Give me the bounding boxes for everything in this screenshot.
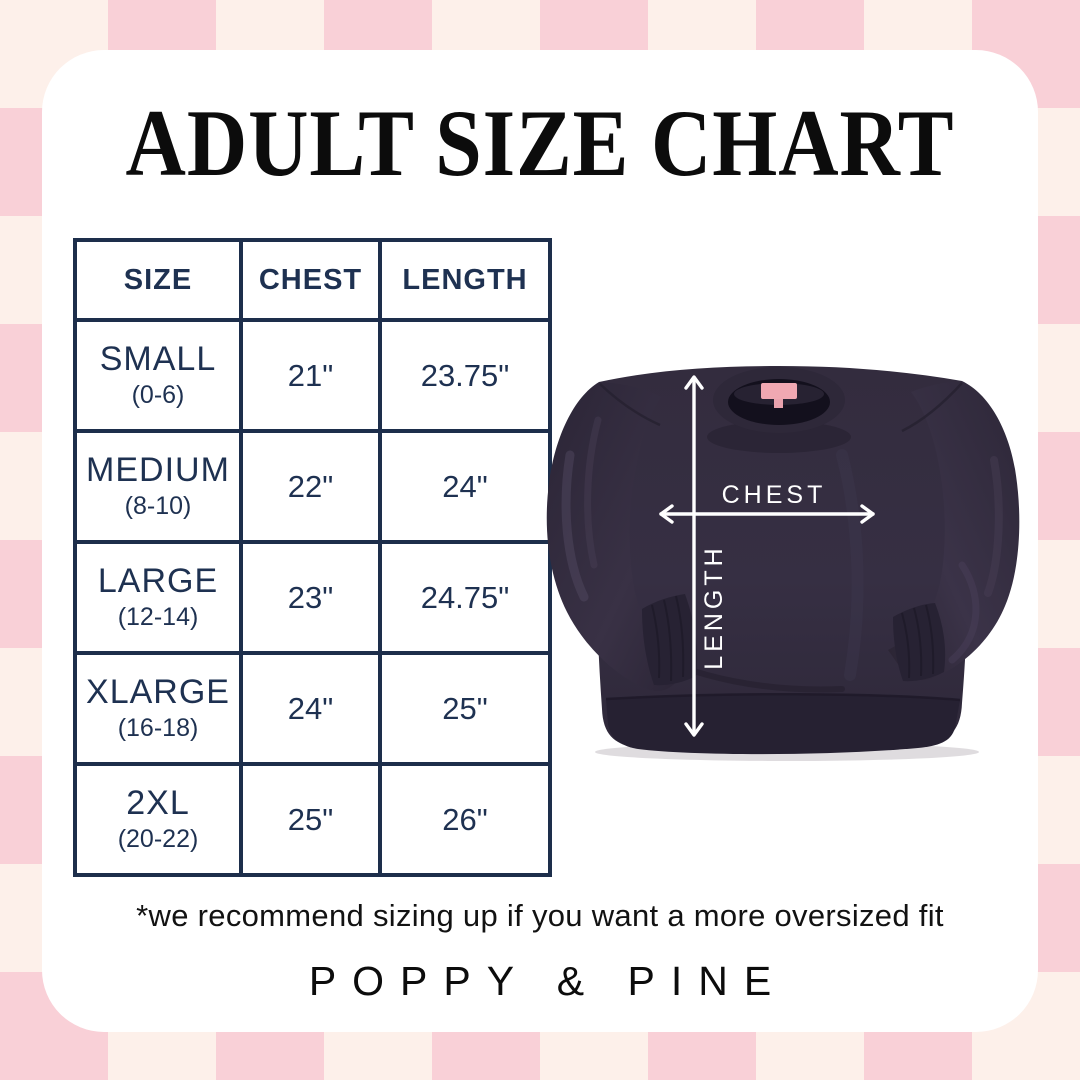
size-tag	[774, 399, 783, 408]
left-sleeve	[546, 382, 693, 692]
size-label: XLARGE	[86, 672, 230, 711]
size-cell: XLARGE (16-18)	[73, 651, 243, 766]
table-row-small: SMALL (0-6) 21" 23.75"	[73, 318, 552, 433]
size-range: (20-22)	[117, 825, 199, 854]
size-cell: SMALL (0-6)	[73, 318, 243, 433]
length-value: 26"	[378, 762, 552, 877]
cuff-ribs	[901, 604, 935, 679]
length-value: 24.75"	[378, 540, 552, 655]
table-row-medium: MEDIUM (8-10) 22" 24"	[73, 429, 552, 544]
shoulder-seam	[901, 382, 963, 433]
col-header-size: SIZE	[73, 238, 243, 322]
hem-seam	[605, 692, 961, 702]
chest-value: 22"	[239, 429, 382, 544]
col-header-chest: CHEST	[239, 238, 382, 322]
fabric-fold	[948, 561, 980, 664]
size-label: LARGE	[97, 561, 219, 600]
hem-band	[606, 694, 960, 755]
collar-shadow	[707, 421, 851, 453]
length-value: 24"	[378, 429, 552, 544]
table-row-large: LARGE (12-14) 23" 24.75"	[73, 540, 552, 655]
size-cell: 2XL (20-22)	[73, 762, 243, 877]
fabric-fold	[561, 450, 589, 602]
size-cell: MEDIUM (8-10)	[73, 429, 243, 544]
size-label: 2XL	[126, 783, 190, 822]
brand-tag	[761, 383, 797, 399]
size-cell: LARGE (12-14)	[73, 540, 243, 655]
size-range: (12-14)	[117, 603, 199, 632]
right-cuff	[893, 603, 946, 682]
shoulder-seam	[599, 383, 661, 427]
brand-name: POPPY & PINE	[308, 958, 788, 1004]
chest-label: CHEST	[722, 481, 827, 509]
page-title: ADULT SIZE CHART	[125, 90, 955, 196]
fabric-fold	[836, 449, 864, 681]
size-range: (8-10)	[124, 492, 192, 521]
length-arrow-icon	[684, 375, 704, 737]
cuff-ribs	[651, 595, 685, 682]
fabric-fold	[584, 416, 602, 569]
size-label: MEDIUM	[86, 450, 230, 489]
table-header-row: SIZE CHEST LENGTH	[73, 238, 552, 322]
table-row-xlarge: XLARGE (16-18) 24" 25"	[73, 651, 552, 766]
table-row-2xl: 2XL (20-22) 25" 26"	[73, 762, 552, 877]
chest-value: 21"	[239, 318, 382, 433]
sweatshirt-diagram: CHEST LENGTH	[546, 366, 1020, 761]
footnote: *we recommend sizing up if you want a mo…	[136, 898, 944, 933]
length-value: 25"	[378, 651, 552, 766]
chest-value: 25"	[239, 762, 382, 877]
chest-value: 23"	[239, 540, 382, 655]
chest-value: 24"	[239, 651, 382, 766]
size-range: (16-18)	[117, 714, 199, 743]
chest-arrow-icon	[659, 504, 875, 524]
fabric-fold	[984, 456, 1003, 597]
length-value: 23.75"	[378, 318, 552, 433]
length-label: LENGTH	[700, 544, 728, 669]
right-sleeve	[888, 381, 1020, 681]
col-header-length: LENGTH	[378, 238, 552, 322]
size-table: SIZE CHEST LENGTH SMALL (0-6) 21" 23.75"…	[73, 238, 552, 877]
size-range: (0-6)	[131, 381, 185, 410]
size-label: SMALL	[99, 339, 217, 378]
